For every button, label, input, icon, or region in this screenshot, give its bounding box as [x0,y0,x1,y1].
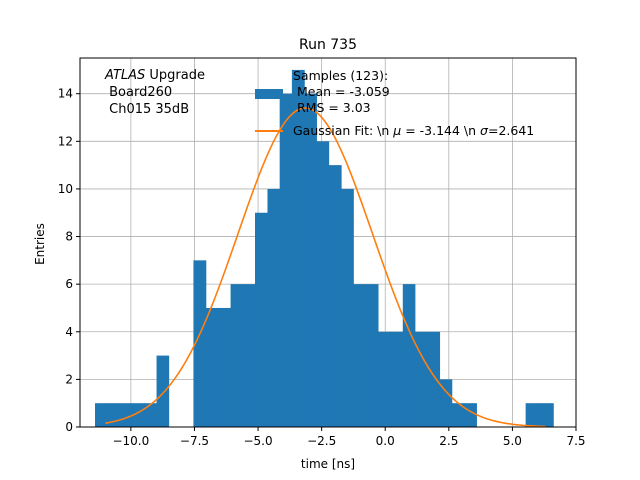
histogram-bar [267,188,281,427]
x-tick-label: 7.5 [566,434,585,448]
histogram-bars [95,69,554,428]
histogram-bar [230,284,244,427]
histogram-bar [218,307,231,427]
y-tick-label: 0 [65,420,73,434]
histogram-bar [550,403,554,427]
legend: Samples (123): Mean = -3.059 RMS = 3.03 … [255,68,534,138]
y-tick-label: 14 [58,87,73,101]
legend-fit-part-1: Gaussian Fit: \n [293,123,393,138]
histogram-bar [107,403,121,427]
atlas-annotation-line-1: ATLAS Upgrade [104,68,205,83]
histogram-bar [304,93,317,427]
legend-fit-label: Gaussian Fit: \n μ = -3.144 \n σ=2.641 [293,123,534,138]
x-tick-label: 5.0 [503,434,522,448]
histogram-bar [439,379,453,427]
atlas-annotation-line-2: Board260 [105,85,172,100]
chart-title: Run 735 [299,37,357,53]
histogram-bar [95,403,108,427]
histogram-bar [390,331,404,427]
gaussian-fit [105,107,546,428]
legend-samples-swatch [255,89,283,99]
y-tick-label: 2 [65,372,73,386]
histogram-bar [353,284,367,427]
x-tick-label: −5.0 [243,434,272,448]
atlas-upgrade-text: Upgrade [145,68,205,83]
axis-ticks: −10.0 −7.5 −5.0 −2.5 0.0 2.5 5.0 7.5 0 2 4 6 8 10 12 14 [58,87,586,448]
histogram-bar [341,188,354,427]
histogram-bar [144,403,157,427]
histogram-bar [254,212,268,427]
atlas-italic-text: ATLAS [104,68,145,83]
histogram-bar [279,93,293,427]
histogram-bar [427,331,441,427]
legend-fit-sigma: σ [480,123,489,138]
legend-fit-mu: μ [392,123,401,138]
x-tick-label: −2.5 [307,434,336,448]
histogram-bar [525,403,539,427]
legend-samples-line-3: RMS = 3.03 [293,100,371,115]
atlas-annotation: ATLAS Upgrade Board260 Ch015 35dB [104,68,205,117]
x-tick-label: 0.0 [376,434,395,448]
histogram-bar [131,403,145,427]
x-tick-label: −10.0 [112,434,149,448]
atlas-annotation-line-3: Ch015 35dB [105,102,189,117]
axes-frame [79,57,577,428]
legend-samples-line-2: Mean = -3.059 [293,84,390,99]
histogram-bar [378,331,391,427]
x-tick-label: −7.5 [180,434,209,448]
x-tick-label: 2.5 [439,434,458,448]
gaussian-fit-curve [105,107,546,428]
histogram-bar [464,403,477,427]
histogram-bar [156,355,170,427]
histogram-bar [538,403,551,427]
legend-fit-part-3: =2.641 [488,123,534,138]
histogram-bar [414,331,428,427]
histogram-bar [193,260,207,427]
histogram-bar [242,284,256,427]
legend-fit-part-2: = -3.144 \n [401,123,480,138]
x-axis-label: time [ns] [301,457,355,471]
histogram-bar [291,69,305,427]
histogram-bar [365,284,379,427]
y-axis-label: Entries [33,223,47,265]
legend-samples-line-1: Samples (123): [293,68,388,83]
y-tick-label: 8 [65,230,73,244]
histogram-bar [402,284,416,427]
histogram-bar [119,403,133,427]
histogram-bar [451,403,465,427]
y-tick-label: 6 [65,277,73,291]
histogram-bar [205,307,219,427]
y-tick-label: 12 [58,134,73,148]
histogram-bar [328,165,342,427]
y-tick-label: 10 [58,182,73,196]
y-tick-label: 4 [65,325,73,339]
histogram-bar [316,141,330,428]
